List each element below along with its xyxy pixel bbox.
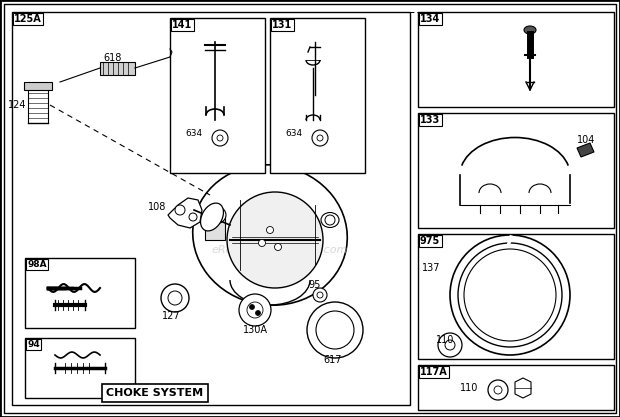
- Ellipse shape: [193, 165, 347, 305]
- Circle shape: [317, 292, 323, 298]
- Circle shape: [325, 215, 335, 225]
- Bar: [170, 18, 265, 173]
- Text: 618: 618: [103, 53, 122, 63]
- Bar: [25, 338, 135, 398]
- Text: 124: 124: [8, 100, 27, 110]
- Text: 110: 110: [460, 383, 479, 393]
- Circle shape: [438, 333, 462, 357]
- Ellipse shape: [200, 203, 223, 231]
- Circle shape: [464, 249, 556, 341]
- Circle shape: [249, 304, 254, 309]
- Circle shape: [189, 213, 197, 221]
- Ellipse shape: [204, 206, 226, 224]
- Text: 104: 104: [577, 135, 595, 145]
- Text: 617: 617: [323, 355, 342, 365]
- Bar: [24, 82, 52, 90]
- Circle shape: [239, 294, 271, 326]
- Text: 98A: 98A: [27, 260, 46, 269]
- Text: 127: 127: [162, 311, 180, 321]
- Bar: [205, 215, 225, 240]
- Bar: [418, 365, 614, 410]
- Circle shape: [275, 244, 281, 251]
- Text: 134: 134: [420, 14, 440, 24]
- Bar: [25, 258, 135, 328]
- Text: 975: 975: [420, 236, 440, 246]
- Text: 141: 141: [172, 20, 192, 30]
- Circle shape: [312, 130, 328, 146]
- Text: 94: 94: [27, 340, 40, 349]
- Circle shape: [450, 235, 570, 355]
- Polygon shape: [515, 378, 531, 398]
- Circle shape: [161, 284, 189, 312]
- Circle shape: [317, 135, 323, 141]
- Circle shape: [488, 380, 508, 400]
- Circle shape: [168, 291, 182, 305]
- Bar: [418, 234, 614, 359]
- Text: 108: 108: [148, 202, 166, 212]
- Text: 133: 133: [420, 115, 440, 125]
- Polygon shape: [168, 198, 202, 228]
- Text: eReplacementParts.com: eReplacementParts.com: [212, 245, 348, 255]
- Bar: [270, 18, 365, 173]
- Ellipse shape: [524, 26, 536, 34]
- Circle shape: [316, 311, 354, 349]
- Circle shape: [217, 135, 223, 141]
- Text: CHOKE SYSTEM: CHOKE SYSTEM: [107, 388, 203, 398]
- Text: 634: 634: [185, 128, 202, 138]
- Circle shape: [255, 311, 260, 316]
- Polygon shape: [577, 143, 594, 157]
- Text: 95: 95: [308, 280, 321, 290]
- Text: 131: 131: [272, 20, 292, 30]
- Circle shape: [458, 243, 562, 347]
- Circle shape: [227, 192, 323, 288]
- Circle shape: [209, 209, 221, 221]
- Circle shape: [175, 205, 185, 215]
- Text: 130A: 130A: [243, 325, 268, 335]
- Circle shape: [247, 302, 263, 318]
- Ellipse shape: [321, 213, 339, 228]
- Bar: [12, 12, 410, 405]
- Circle shape: [267, 226, 273, 234]
- Circle shape: [313, 288, 327, 302]
- Text: 137: 137: [422, 263, 440, 273]
- Circle shape: [445, 340, 455, 350]
- Text: 110: 110: [436, 335, 454, 345]
- Circle shape: [259, 239, 265, 246]
- Text: 125A: 125A: [14, 14, 42, 24]
- Text: 117A: 117A: [420, 367, 448, 377]
- Bar: [418, 113, 614, 228]
- Bar: [418, 12, 614, 107]
- Text: 634: 634: [285, 128, 302, 138]
- Circle shape: [212, 130, 228, 146]
- Circle shape: [494, 386, 502, 394]
- Bar: [100, 62, 135, 75]
- Circle shape: [307, 302, 363, 358]
